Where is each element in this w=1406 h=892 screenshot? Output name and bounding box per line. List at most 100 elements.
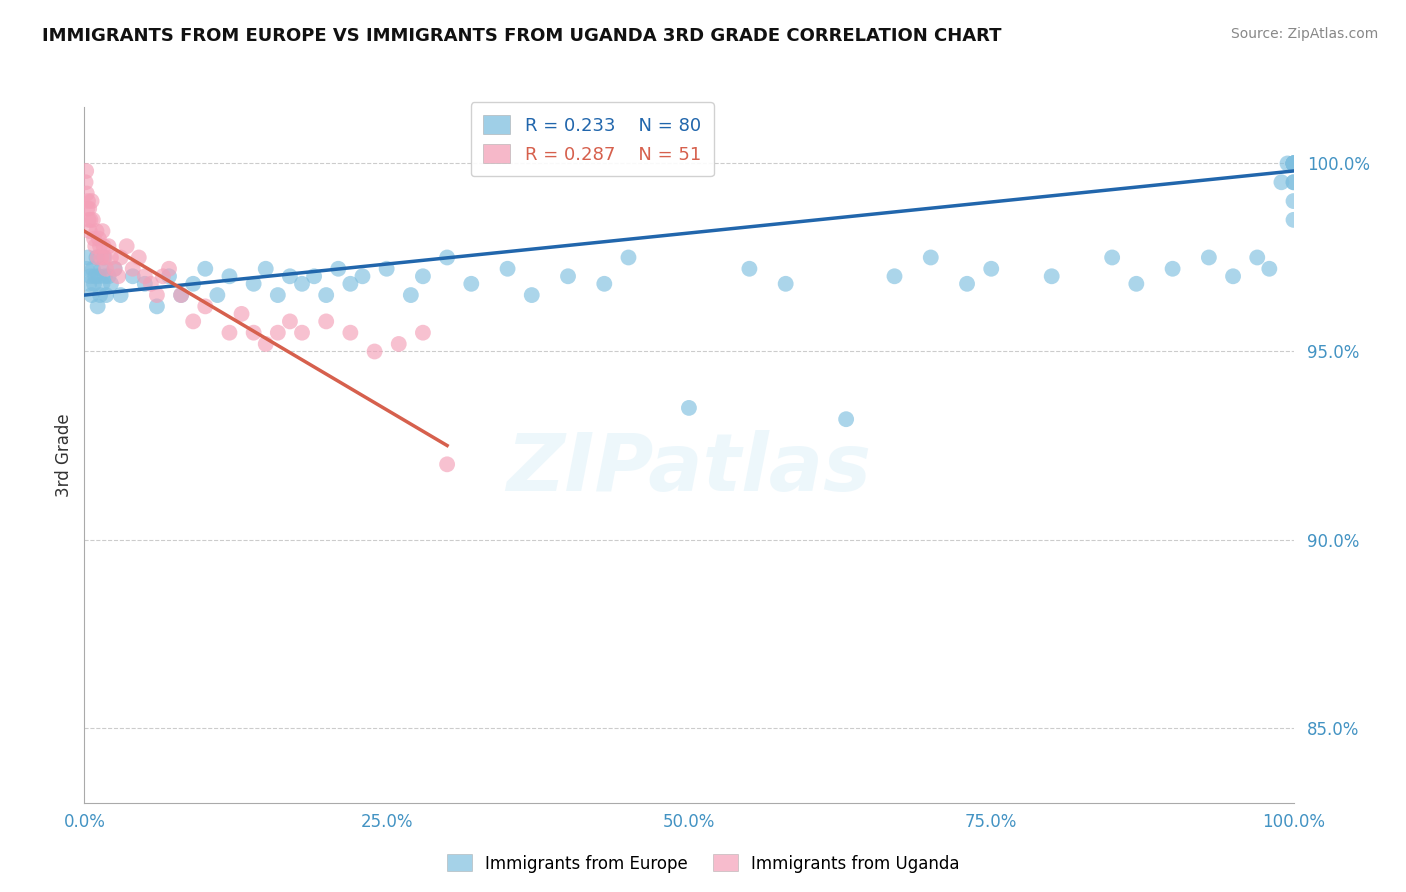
Point <box>146 288 169 302</box>
Point <box>82 261 104 276</box>
Point <box>89 288 111 302</box>
Point <box>77 212 100 227</box>
Point <box>267 288 290 302</box>
Point <box>181 314 204 328</box>
Y-axis label: 3rd Grade: 3rd Grade <box>55 413 73 497</box>
Point <box>91 224 114 238</box>
Point <box>93 251 115 265</box>
Point <box>412 269 434 284</box>
Point <box>107 269 129 284</box>
Point <box>1282 156 1305 170</box>
Point <box>80 288 103 302</box>
Point <box>363 344 385 359</box>
Point <box>86 251 108 265</box>
Point <box>302 269 325 284</box>
Point <box>104 261 127 276</box>
Point <box>157 261 180 276</box>
Point <box>254 337 277 351</box>
Point <box>920 251 942 265</box>
Point <box>84 239 107 253</box>
Point <box>436 251 458 265</box>
Point <box>352 269 374 284</box>
Point <box>883 269 905 284</box>
Point <box>93 239 115 253</box>
Point <box>375 261 398 276</box>
Point <box>94 261 117 276</box>
Point <box>75 175 97 189</box>
Point <box>94 288 117 302</box>
Point <box>157 269 180 284</box>
Point <box>100 251 122 265</box>
Point <box>218 269 240 284</box>
Point <box>557 269 579 284</box>
Point <box>86 224 108 238</box>
Point <box>80 194 103 208</box>
Point <box>956 277 979 291</box>
Point <box>76 202 98 216</box>
Point <box>79 224 101 238</box>
Point <box>388 337 411 351</box>
Point <box>291 326 314 340</box>
Point <box>181 277 204 291</box>
Point <box>77 277 100 291</box>
Point <box>1282 212 1305 227</box>
Point <box>152 269 174 284</box>
Point <box>128 251 150 265</box>
Point <box>121 269 143 284</box>
Point <box>97 239 120 253</box>
Point <box>1270 175 1292 189</box>
Point <box>1282 156 1305 170</box>
Point <box>267 326 290 340</box>
Point <box>1161 261 1184 276</box>
Point <box>82 212 104 227</box>
Point <box>77 251 100 265</box>
Point <box>1040 269 1063 284</box>
Point <box>75 164 97 178</box>
Point <box>104 261 127 276</box>
Point <box>194 261 217 276</box>
Point <box>207 288 229 302</box>
Point <box>593 277 616 291</box>
Point <box>84 269 107 284</box>
Point <box>87 269 110 284</box>
Point <box>278 269 301 284</box>
Point <box>617 251 640 265</box>
Point <box>231 307 253 321</box>
Point <box>110 288 132 302</box>
Point <box>436 458 458 472</box>
Point <box>100 277 122 291</box>
Point <box>218 326 240 340</box>
Legend: Immigrants from Europe, Immigrants from Uganda: Immigrants from Europe, Immigrants from … <box>440 847 966 880</box>
Point <box>520 288 543 302</box>
Point <box>79 269 101 284</box>
Point <box>79 212 101 227</box>
Point <box>738 261 761 276</box>
Point <box>339 326 361 340</box>
Point <box>254 261 277 276</box>
Point <box>315 288 337 302</box>
Point <box>76 186 98 201</box>
Point <box>77 194 100 208</box>
Point <box>460 277 482 291</box>
Point <box>1282 156 1305 170</box>
Point <box>86 251 108 265</box>
Point <box>134 277 156 291</box>
Point <box>412 326 434 340</box>
Text: IMMIGRANTS FROM EUROPE VS IMMIGRANTS FROM UGANDA 3RD GRADE CORRELATION CHART: IMMIGRANTS FROM EUROPE VS IMMIGRANTS FRO… <box>42 27 1001 45</box>
Point <box>170 288 193 302</box>
Point <box>339 277 361 291</box>
Point <box>94 269 117 284</box>
Point <box>94 251 117 265</box>
Point <box>328 261 350 276</box>
Point <box>1101 251 1123 265</box>
Point <box>1222 269 1244 284</box>
Point <box>1282 156 1305 170</box>
Point <box>1282 156 1305 170</box>
Point <box>496 261 519 276</box>
Text: ZIPatlas: ZIPatlas <box>506 430 872 508</box>
Point <box>139 277 162 291</box>
Point <box>678 401 700 415</box>
Point <box>1282 194 1305 208</box>
Point <box>121 261 143 276</box>
Point <box>1277 156 1299 170</box>
